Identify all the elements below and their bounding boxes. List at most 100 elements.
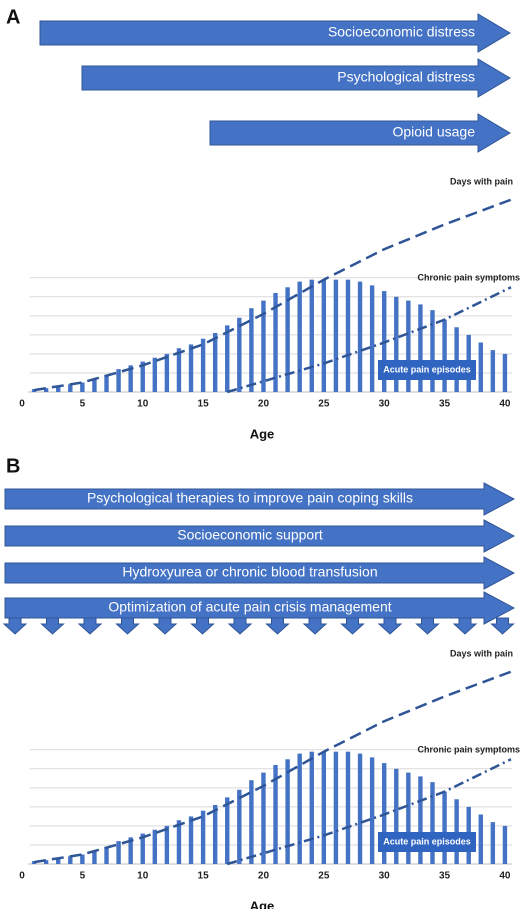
down-chevron bbox=[227, 617, 253, 635]
arrow-label: Hydroxyurea or chronic blood transfusion bbox=[122, 564, 377, 580]
arrow-label: Socioeconomic support bbox=[177, 527, 323, 543]
x-tick-label: 15 bbox=[198, 871, 210, 882]
bar bbox=[152, 829, 158, 864]
line bbox=[33, 198, 512, 392]
down-chevron bbox=[340, 617, 365, 635]
x-tick-label: 20 bbox=[258, 871, 270, 882]
panel-label: B bbox=[6, 455, 20, 477]
bar bbox=[406, 772, 411, 864]
bar bbox=[31, 389, 37, 392]
bar bbox=[345, 751, 351, 864]
down-chevron bbox=[152, 617, 178, 635]
bar bbox=[345, 279, 351, 392]
bar bbox=[92, 378, 97, 392]
x-tick-label: 35 bbox=[439, 399, 451, 410]
down-chevron bbox=[115, 617, 140, 635]
x-tick-label: 40 bbox=[499, 399, 511, 410]
bar bbox=[490, 350, 496, 392]
x-axis-label: Age bbox=[250, 898, 275, 909]
bar bbox=[430, 782, 435, 864]
bar bbox=[394, 296, 399, 392]
x-tick-label: 25 bbox=[318, 399, 330, 410]
bar bbox=[273, 765, 278, 864]
bar bbox=[152, 357, 158, 392]
bar bbox=[357, 281, 363, 392]
x-tick-label: 40 bbox=[499, 871, 511, 882]
bar bbox=[454, 327, 459, 392]
down-chevron bbox=[452, 617, 478, 635]
bar bbox=[369, 285, 375, 392]
bar bbox=[128, 837, 133, 864]
arrow bbox=[4, 482, 516, 516]
bar bbox=[212, 804, 218, 864]
arrow-label: Optimization of acute pain crisis manage… bbox=[108, 599, 391, 615]
down-chevron bbox=[302, 617, 328, 635]
bar bbox=[309, 751, 314, 864]
arrow-label: Psychological therapies to improve pain … bbox=[87, 490, 413, 506]
bar bbox=[68, 856, 73, 864]
line-label: Days with pain bbox=[450, 648, 513, 658]
bar bbox=[285, 287, 290, 392]
arrow bbox=[4, 556, 516, 590]
arrow bbox=[209, 113, 511, 153]
bar-label-box bbox=[378, 360, 476, 380]
arrow bbox=[4, 519, 516, 553]
bar bbox=[418, 776, 423, 864]
bar bbox=[176, 348, 182, 392]
bar bbox=[490, 822, 496, 864]
x-tick-label: 35 bbox=[439, 871, 451, 882]
panel-label: A bbox=[6, 6, 20, 28]
bar bbox=[31, 861, 37, 864]
bar bbox=[200, 338, 206, 392]
bar bbox=[273, 293, 278, 392]
bar bbox=[478, 814, 483, 864]
bar bbox=[176, 820, 182, 864]
bar bbox=[104, 846, 109, 864]
bar bbox=[68, 384, 73, 392]
bar bbox=[237, 789, 242, 864]
bar bbox=[56, 386, 61, 392]
bar bbox=[80, 854, 85, 864]
down-chevron bbox=[265, 617, 290, 635]
bar bbox=[225, 325, 230, 392]
bar bbox=[321, 751, 327, 864]
bar bbox=[116, 841, 121, 864]
down-chevron bbox=[377, 617, 403, 635]
down-chevron bbox=[40, 617, 65, 635]
x-tick-label: 30 bbox=[379, 399, 391, 410]
line bbox=[226, 286, 512, 394]
x-tick-label: 0 bbox=[19, 399, 25, 410]
arrow-label: Socioeconomic distress bbox=[328, 24, 475, 40]
bar bbox=[502, 353, 508, 392]
x-tick-label: 5 bbox=[80, 399, 86, 410]
bar bbox=[297, 281, 302, 392]
x-tick-label: 15 bbox=[198, 399, 210, 410]
bar bbox=[418, 304, 423, 392]
down-chevron bbox=[490, 617, 515, 635]
line bbox=[226, 758, 512, 866]
bar bbox=[261, 772, 266, 864]
bar bbox=[237, 317, 242, 392]
bar bbox=[333, 751, 339, 864]
down-chevron bbox=[190, 617, 215, 635]
bar bbox=[225, 797, 230, 864]
bar bbox=[43, 388, 49, 392]
bar bbox=[43, 860, 49, 864]
bar bbox=[321, 279, 327, 392]
down-chevron bbox=[2, 617, 28, 635]
arrow-label: Opioid usage bbox=[392, 124, 475, 140]
bar bbox=[140, 833, 145, 864]
x-tick-label: 20 bbox=[258, 399, 270, 410]
bar bbox=[442, 319, 447, 392]
arrow-label: Psychological distress bbox=[337, 69, 475, 85]
bar bbox=[164, 825, 170, 864]
bar bbox=[140, 361, 145, 392]
bar bbox=[188, 816, 194, 864]
bar-label: Acute pain episodes bbox=[383, 364, 471, 374]
x-tick-label: 10 bbox=[137, 399, 149, 410]
bar bbox=[333, 279, 339, 392]
x-axis-label: Age bbox=[250, 426, 275, 441]
line-label: Days with pain bbox=[450, 176, 513, 186]
line bbox=[33, 670, 512, 864]
